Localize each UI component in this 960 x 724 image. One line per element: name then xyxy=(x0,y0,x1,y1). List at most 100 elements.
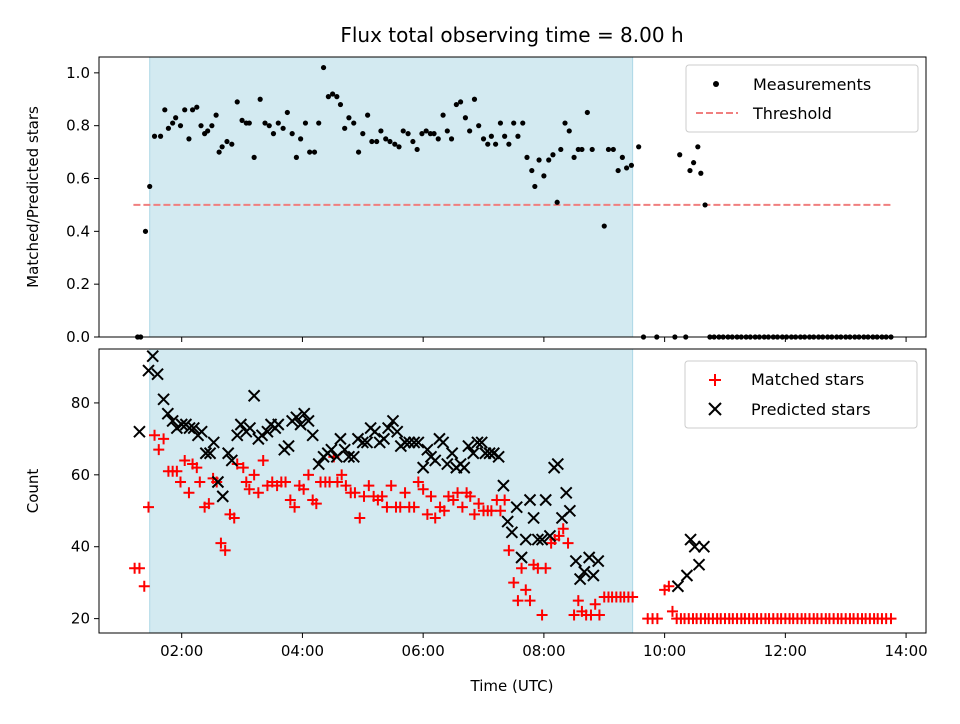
predicted-stars-point xyxy=(302,414,315,428)
predicted-stars-point xyxy=(356,436,370,449)
matched-stars-point xyxy=(408,501,420,513)
matched-stars-point xyxy=(512,595,524,607)
measurements-point xyxy=(467,128,473,134)
measurements-point xyxy=(219,144,225,150)
predicted-stars-point xyxy=(445,447,459,460)
measurements-point xyxy=(374,138,380,145)
matched-stars-point xyxy=(298,483,310,495)
y-tick-label: 60 xyxy=(71,466,90,484)
measurements-point xyxy=(239,117,245,123)
measurements-point xyxy=(162,107,168,113)
matched-stars-point xyxy=(228,512,240,524)
predicted-stars-point xyxy=(231,429,244,442)
predicted-stars-point xyxy=(467,447,480,460)
predicted-stars-point xyxy=(216,490,229,503)
bottom-axes-frame xyxy=(98,348,927,634)
predicted-stars-point xyxy=(535,533,549,546)
matched-stars-point xyxy=(133,562,145,574)
measurements-point xyxy=(234,99,240,105)
matched-stars-point xyxy=(885,613,897,625)
matched-stars-point xyxy=(240,476,252,488)
measurements-point xyxy=(506,141,512,147)
measurements-point xyxy=(623,165,630,171)
matched-stars-point xyxy=(385,480,397,492)
predicted-stars-point xyxy=(151,367,164,381)
legend-matched-label: Matched stars xyxy=(751,370,864,389)
predicted-stars-point xyxy=(221,447,235,460)
matched-stars-point xyxy=(520,584,532,596)
measurements-point xyxy=(601,223,607,229)
matched-stars-point xyxy=(494,505,506,517)
measurements-point xyxy=(695,144,701,150)
predicted-stars-point xyxy=(543,529,557,543)
measurements-point xyxy=(369,138,375,145)
predicted-stars-point xyxy=(166,414,179,428)
legend-measurements-label: Measurements xyxy=(753,75,871,94)
measurements-point xyxy=(554,199,560,205)
matched-stars-point xyxy=(562,537,574,549)
measurements-point xyxy=(546,157,552,163)
measurements-point xyxy=(216,149,222,155)
measurements-point xyxy=(488,133,494,139)
matched-stars-point xyxy=(429,512,441,524)
y-tick-label: 0.0 xyxy=(66,328,90,346)
predicted-stars-point xyxy=(211,475,225,489)
measurements-point xyxy=(628,162,635,168)
matched-stars-point xyxy=(447,494,459,506)
measurements-point xyxy=(435,136,441,142)
matched-stars-point xyxy=(363,480,375,492)
predicted-stars-point xyxy=(501,515,514,528)
measurements-point xyxy=(182,107,188,113)
matched-stars-point xyxy=(464,490,476,502)
top-legend-box xyxy=(685,64,919,133)
matched-stars-point xyxy=(158,433,170,445)
measurements-point xyxy=(497,120,504,126)
predicted-stars-point xyxy=(441,457,454,471)
legend-measurements-marker xyxy=(713,81,719,87)
measurements-point xyxy=(457,99,464,105)
measurements-point xyxy=(702,202,708,208)
top-axes-frame xyxy=(98,56,927,338)
predicted-stars-point xyxy=(692,558,706,571)
predicted-stars-point xyxy=(146,349,159,363)
matched-stars-point xyxy=(399,487,411,499)
matched-stars-point xyxy=(572,595,584,607)
measurements-point xyxy=(584,109,590,116)
y-tick-label: 0.8 xyxy=(66,117,90,135)
predicted-stars-point xyxy=(390,425,404,438)
x-tick-label: 14:00 xyxy=(884,642,927,660)
predicted-stars-point xyxy=(680,569,694,582)
measurements-point xyxy=(170,120,176,126)
measurements-point xyxy=(142,228,149,234)
measurements-point xyxy=(427,131,434,137)
matched-stars-point xyxy=(302,469,314,481)
predicted-stars-point xyxy=(207,436,220,449)
measurements-point xyxy=(330,91,336,97)
predicted-stars-point xyxy=(458,461,471,474)
observing-window-shade xyxy=(149,56,634,338)
measurements-point xyxy=(383,136,389,142)
predicted-stars-point xyxy=(471,436,484,449)
legend-predicted-label: Predicted stars xyxy=(751,400,871,419)
measurements-point xyxy=(502,133,508,139)
matched-stars-point xyxy=(138,580,150,592)
matched-stars-point xyxy=(289,501,301,513)
matched-stars-point xyxy=(508,577,520,589)
measurements-point xyxy=(351,120,357,126)
measurements-point xyxy=(147,183,153,190)
predicted-stars-point xyxy=(381,421,395,435)
measurements-point xyxy=(302,120,309,126)
measurements-point xyxy=(360,131,366,137)
predicted-stars-point xyxy=(133,425,146,438)
predicted-stars-point xyxy=(234,418,248,431)
matched-stars-point xyxy=(438,505,450,517)
predicted-stars-point xyxy=(261,425,274,438)
matched-stars-point xyxy=(412,476,424,488)
matched-stars-point xyxy=(540,562,552,574)
measurements-point xyxy=(448,136,455,142)
bottom-legend-box xyxy=(684,360,918,429)
measurements-point xyxy=(444,128,450,134)
measurements-point xyxy=(579,146,585,153)
matched-stars-point xyxy=(516,562,528,574)
